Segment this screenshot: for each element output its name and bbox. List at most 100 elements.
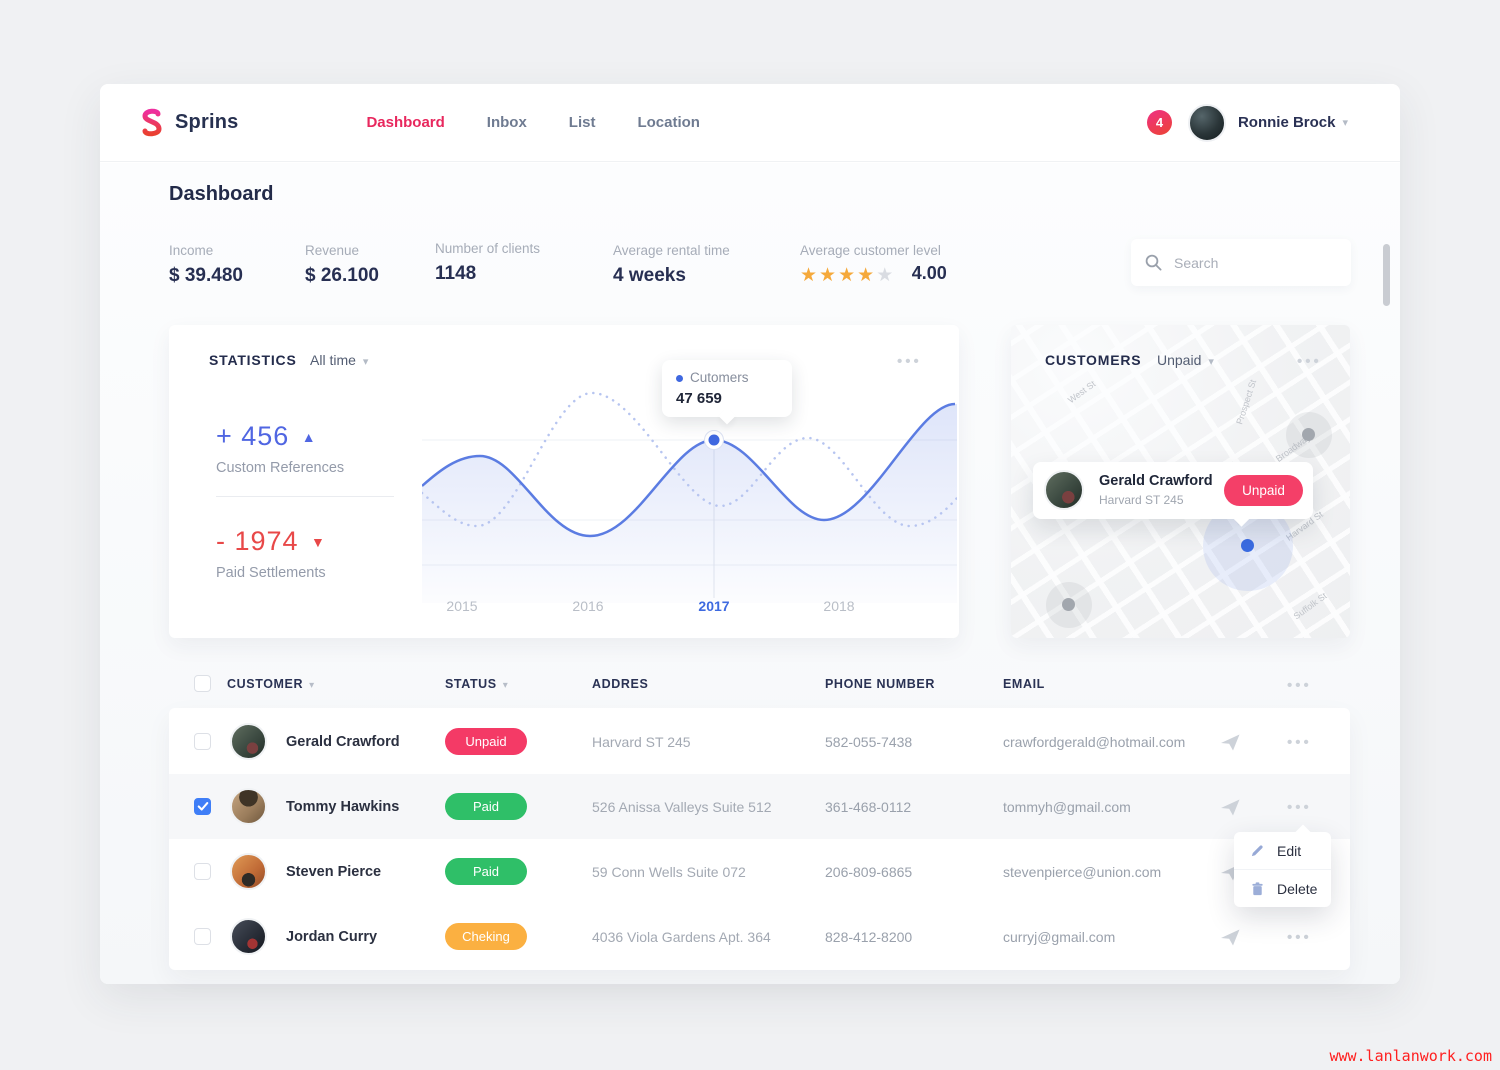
map-marker-blue[interactable] [1241, 539, 1254, 552]
status-badge: Paid [445, 858, 527, 885]
star-icon: ★ [819, 265, 839, 286]
send-icon[interactable] [1221, 928, 1240, 951]
divider [216, 496, 394, 497]
table-row[interactable]: Gerald Crawford Unpaid Harvard ST 245 58… [169, 709, 1350, 774]
nav-item-inbox[interactable]: Inbox [486, 114, 527, 131]
cell-customer-name: Steven Pierce [286, 864, 382, 880]
table-row[interactable]: Jordan Curry Cheking 4036 Viola Gardens … [169, 904, 1350, 969]
cell-address: 59 Conn Wells Suite 072 [592, 864, 746, 880]
send-icon[interactable] [1221, 733, 1240, 756]
context-menu-delete[interactable]: Delete [1234, 869, 1331, 907]
avatar [1044, 470, 1084, 510]
map-marker-gray[interactable] [1302, 428, 1315, 441]
nav-item-location[interactable]: Location [637, 114, 700, 131]
negative-label: Paid Settlements [216, 565, 326, 581]
col-header-address[interactable]: ADDRES [592, 677, 649, 691]
avatar [230, 918, 267, 955]
cell-phone: 206-809-6865 [825, 864, 913, 880]
row-menu-icon[interactable]: ••• [1287, 799, 1312, 816]
row-checkbox-checked[interactable] [194, 798, 211, 815]
cell-phone: 361-468-0112 [825, 799, 912, 815]
positive-value: + 456 [216, 421, 290, 451]
pencil-icon [1250, 843, 1265, 858]
kpi-clients-label: Number of clients [435, 241, 541, 256]
kpi-income-label: Income [169, 243, 214, 258]
star-icon: ★ [857, 265, 877, 286]
col-header-phone[interactable]: PHONE NUMBER [825, 677, 935, 691]
search-icon [1145, 254, 1162, 271]
tooltip-series: Cutomers [690, 370, 749, 385]
row-checkbox[interactable] [194, 733, 211, 750]
row-menu-icon[interactable]: ••• [1287, 734, 1312, 751]
search-input[interactable] [1172, 253, 1326, 272]
main-window: Sprins Dashboard Inbox List Location 4 R… [100, 84, 1400, 984]
avatar [230, 723, 267, 760]
user-name[interactable]: Ronnie Brock [1237, 114, 1336, 131]
table-row[interactable]: Tommy Hawkins Paid 526 Anissa Valleys Su… [169, 774, 1350, 839]
row-menu-icon[interactable]: ••• [1287, 929, 1312, 946]
col-header-email[interactable]: EMAIL [1003, 677, 1045, 691]
series-dot-icon [676, 375, 683, 382]
table-menu-icon[interactable]: ••• [1287, 677, 1312, 694]
customer-name: Gerald Crawford [1099, 473, 1213, 489]
chevron-down-icon[interactable]: ▾ [1342, 117, 1348, 129]
tooltip-value: 47 659 [676, 390, 722, 407]
customers-filter[interactable]: Unpaid ▾ [1157, 352, 1214, 368]
status-badge: Paid [445, 793, 527, 820]
brand-logo[interactable]: Sprins [138, 107, 238, 139]
context-menu-edit[interactable]: Edit [1234, 832, 1331, 869]
kpi-income-value: $ 39.480 [169, 265, 243, 286]
dotted-series-line [422, 391, 957, 528]
star-icon: ★ [838, 265, 858, 286]
row-context-menu: Edit Delete [1234, 832, 1331, 907]
avatar [230, 853, 267, 890]
statistics-title: STATISTICS [209, 352, 297, 368]
customer-map-card[interactable]: Gerald Crawford Harvard ST 245 Unpaid [1033, 462, 1313, 519]
cell-email: curryj@gmail.com [1003, 929, 1116, 945]
nav-item-dashboard[interactable]: Dashboard [366, 114, 445, 131]
period-selector[interactable]: All time ▾ [310, 352, 369, 368]
rating-value: 4.00 [911, 263, 947, 283]
send-icon[interactable] [1221, 798, 1240, 821]
user-avatar[interactable] [1187, 103, 1226, 142]
customers-menu-icon[interactable]: ••• [1297, 353, 1322, 370]
main-nav: Dashboard Inbox List Location [366, 114, 700, 131]
col-header-customer[interactable]: CUSTOMER ▾ [227, 677, 315, 691]
nav-item-list[interactable]: List [568, 114, 596, 131]
select-all-checkbox[interactable] [194, 675, 211, 692]
avatar [230, 788, 267, 825]
unpaid-badge[interactable]: Unpaid [1224, 475, 1303, 506]
chevron-down-icon: ▾ [1208, 356, 1214, 368]
cell-email: tommyh@gmail.com [1003, 799, 1131, 815]
col-header-status[interactable]: STATUS ▾ [445, 677, 509, 691]
cell-phone: 582-055-7438 [825, 734, 913, 750]
data-point-marker[interactable] [708, 434, 720, 446]
kpi-revenue-label: Revenue [305, 243, 360, 258]
table-row[interactable]: Steven Pierce Paid 59 Conn Wells Suite 0… [169, 839, 1350, 904]
arrow-up-icon: ▲ [301, 429, 316, 445]
status-badge: Unpaid [445, 728, 527, 755]
row-checkbox[interactable] [194, 928, 211, 945]
kpi-revenue-value: $ 26.100 [305, 265, 379, 286]
kpi-rental-value: 4 weeks [613, 265, 686, 286]
sort-caret-icon: ▾ [502, 680, 509, 691]
metric-positive: + 456 ▲ [216, 421, 316, 452]
customer-address: Harvard ST 245 [1099, 493, 1184, 507]
sort-caret-icon: ▾ [309, 680, 315, 691]
negative-value: - 1974 [216, 526, 299, 556]
search-box [1131, 239, 1351, 286]
chart-tooltip: Cutomers 47 659 [662, 360, 792, 417]
kpi-rental-label: Average rental time [613, 243, 730, 258]
notification-badge[interactable]: 4 [1146, 110, 1172, 135]
row-checkbox[interactable] [194, 863, 211, 880]
statistics-menu-icon[interactable]: ••• [897, 353, 922, 370]
cell-address: Harvard ST 245 [592, 734, 691, 750]
scrollbar-thumb[interactable] [1383, 244, 1390, 306]
map-marker-gray[interactable] [1062, 598, 1075, 611]
watermark: www.lanlanwork.com [1329, 1047, 1492, 1065]
sprins-logo-icon [142, 108, 162, 136]
kpi-level-rating: ★★★★★ 4.00 [800, 263, 947, 286]
axis-year-2018: 2018 [823, 598, 855, 614]
statistics-panel: STATISTICS All time ▾ ••• + 456 ▲ Custom … [169, 325, 959, 638]
brand-name: Sprins [175, 111, 239, 133]
